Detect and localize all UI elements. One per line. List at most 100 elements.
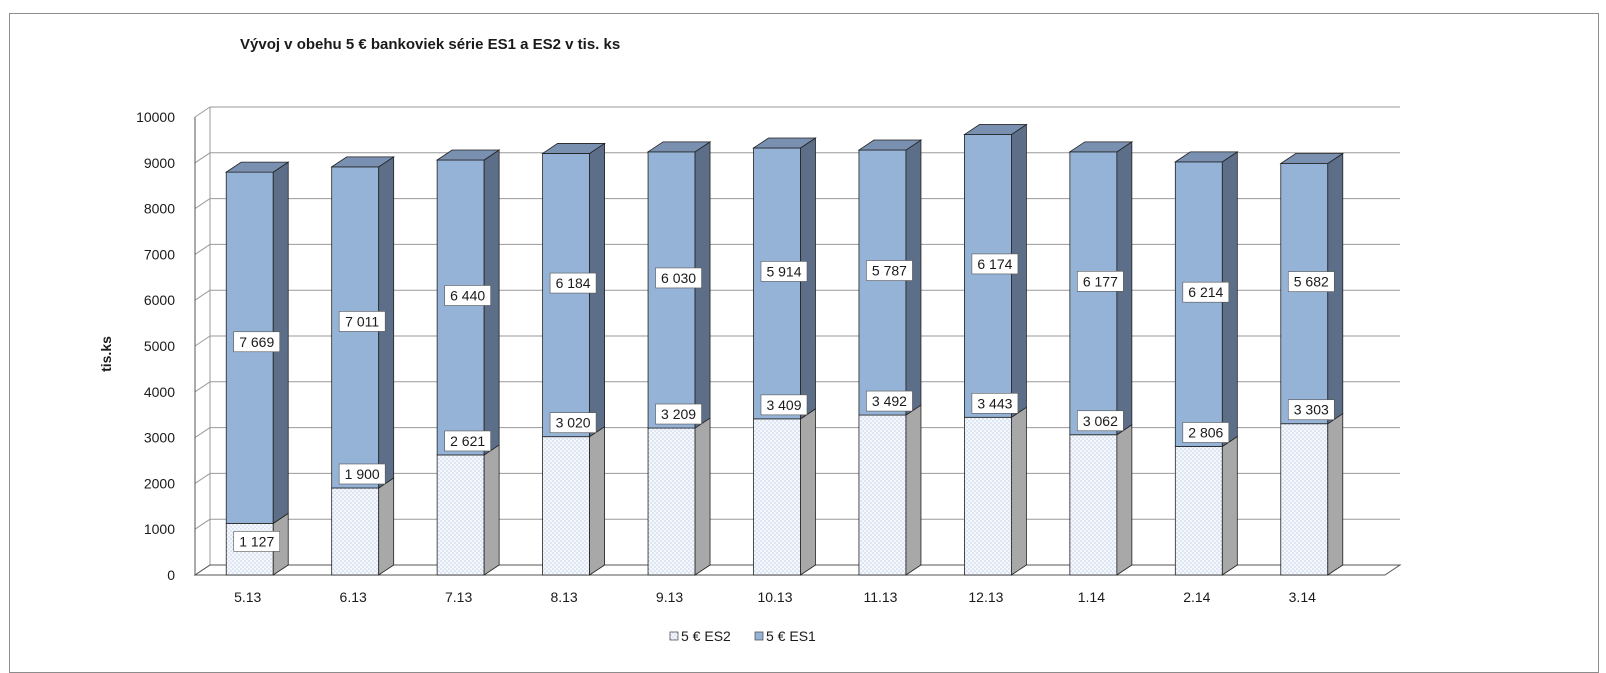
data-label-es2: 1 127 — [239, 533, 274, 549]
x-tick-label: 10.13 — [757, 589, 792, 605]
bar-group-8.13: 3 020 6 184 — [541, 142, 606, 576]
bar-top — [646, 141, 712, 153]
data-label-es1: 6 030 — [661, 270, 696, 286]
bar-group-9.13: 3 209 6 030 — [646, 141, 712, 576]
data-label-box — [1182, 422, 1230, 443]
y-tick-label: 6000 — [144, 292, 175, 308]
bar-segment-es2 — [436, 454, 485, 576]
bar-segment-es1 — [858, 149, 907, 416]
bar-segment-es2 — [1280, 423, 1329, 576]
data-label-box — [233, 331, 281, 353]
data-label-es1: 7 011 — [345, 313, 379, 329]
bar-segment-es2 — [331, 487, 380, 576]
bar-segment-es1 — [542, 153, 590, 438]
data-label-box — [971, 393, 1019, 414]
legend-swatch-es1 — [754, 631, 764, 641]
chart-frame: Vývoj v obehu 5 € bankoviek série ES1 a … — [9, 13, 1599, 673]
bar-segment-es1 — [1174, 161, 1223, 447]
data-label-box — [338, 463, 386, 485]
data-label-box — [1182, 281, 1230, 303]
bar-top — [1068, 141, 1134, 153]
bar-side — [483, 444, 500, 576]
data-label-box — [444, 430, 491, 452]
data-label-box — [866, 260, 913, 281]
x-tick-label: 1.14 — [1078, 589, 1105, 605]
legend-label-es1: 5 € ES1 — [766, 628, 816, 644]
x-tick-label: 3.14 — [1289, 589, 1316, 605]
data-label-es1: 5 682 — [1294, 274, 1329, 290]
x-tick-label: 2.14 — [1183, 589, 1210, 605]
data-label-box — [760, 261, 808, 282]
data-label-box — [1287, 399, 1335, 421]
data-label-es2: 2 806 — [1188, 424, 1223, 440]
data-label-es1: 6 184 — [556, 275, 591, 291]
data-label-box — [655, 403, 702, 425]
bar-group-6.13: 1 900 7 011 — [330, 156, 396, 576]
x-tick-label: 12.13 — [968, 589, 1003, 605]
bar-group-3.14: 3 303 5 682 — [1279, 152, 1345, 576]
y-axis-label: tis.ks — [98, 336, 114, 372]
x-tick-label: 11.13 — [863, 589, 897, 605]
y-tick-label: 9000 — [144, 155, 175, 171]
bar-side — [905, 404, 922, 576]
x-tick-label: 9.13 — [656, 589, 683, 605]
bar-segment-es1 — [647, 151, 696, 429]
gridline-side — [194, 198, 211, 210]
bar-group-2.14: 2 806 6 214 — [1173, 151, 1239, 576]
bar-group-1.14: 3 062 6 177 — [1068, 141, 1134, 576]
data-label-es2: 3 409 — [766, 397, 801, 413]
bar-side — [378, 477, 395, 576]
bar-segment-es2 — [1069, 434, 1118, 576]
gridline-side — [194, 427, 211, 439]
bar-side — [694, 417, 711, 576]
bar-segment-es1 — [436, 159, 485, 456]
y-tick-label: 8000 — [144, 201, 175, 217]
bar-top — [224, 161, 290, 173]
data-label-box — [760, 394, 808, 416]
data-label-box — [655, 267, 702, 289]
bar-top — [963, 124, 1028, 135]
gridline-side — [194, 152, 211, 164]
data-label-box — [866, 390, 913, 412]
bars: 1 127 7 669 1 900 7 011 2 621 6 440 3 020 6 184… — [224, 123, 1345, 576]
y-tick-label: 4000 — [144, 384, 175, 400]
bar-group-10.13: 3 409 5 914 — [752, 137, 817, 576]
data-label-es1: 5 787 — [872, 263, 907, 279]
data-label-box — [971, 253, 1019, 275]
data-label-box — [1077, 410, 1124, 432]
data-label-es1: 6 174 — [977, 256, 1012, 272]
bar-group-11.13: 3 492 5 787 — [857, 139, 923, 576]
bar-top — [330, 156, 396, 168]
y-tick-label: 7000 — [144, 246, 175, 262]
data-label-es2: 1 900 — [345, 466, 380, 482]
data-label-es2: 3 020 — [556, 415, 591, 431]
data-label-es1: 7 669 — [239, 334, 274, 350]
data-label-es2: 3 209 — [661, 406, 696, 422]
x-tick-label: 5.13 — [234, 589, 261, 605]
bar-segment-es1 — [964, 134, 1012, 418]
bar-side — [589, 425, 605, 576]
data-label-box — [549, 272, 597, 294]
bar-segment-es2 — [647, 427, 696, 576]
bar-segment-es2 — [964, 416, 1012, 576]
bar-side — [1221, 435, 1238, 576]
gridline-side — [194, 289, 211, 301]
bar-segment-es2 — [858, 414, 907, 576]
gridline-side — [194, 518, 211, 530]
bar-top — [857, 139, 923, 151]
legend-swatch-es2 — [669, 631, 679, 641]
data-label-box — [338, 311, 386, 332]
bar-segment-es1 — [1280, 163, 1329, 425]
y-tick-label: 1000 — [144, 521, 175, 537]
gridline-side — [194, 243, 211, 255]
bar-side — [1327, 412, 1344, 576]
bar-top — [435, 149, 501, 161]
data-label-box — [1287, 271, 1335, 292]
bar-side — [800, 408, 816, 576]
x-tick-label: 6.13 — [340, 589, 367, 605]
bar-top — [1279, 153, 1345, 164]
data-label-box — [1077, 271, 1124, 292]
data-label-es2: 3 062 — [1083, 413, 1118, 429]
bar-segment-es2 — [542, 436, 590, 576]
bar-top — [541, 143, 606, 154]
